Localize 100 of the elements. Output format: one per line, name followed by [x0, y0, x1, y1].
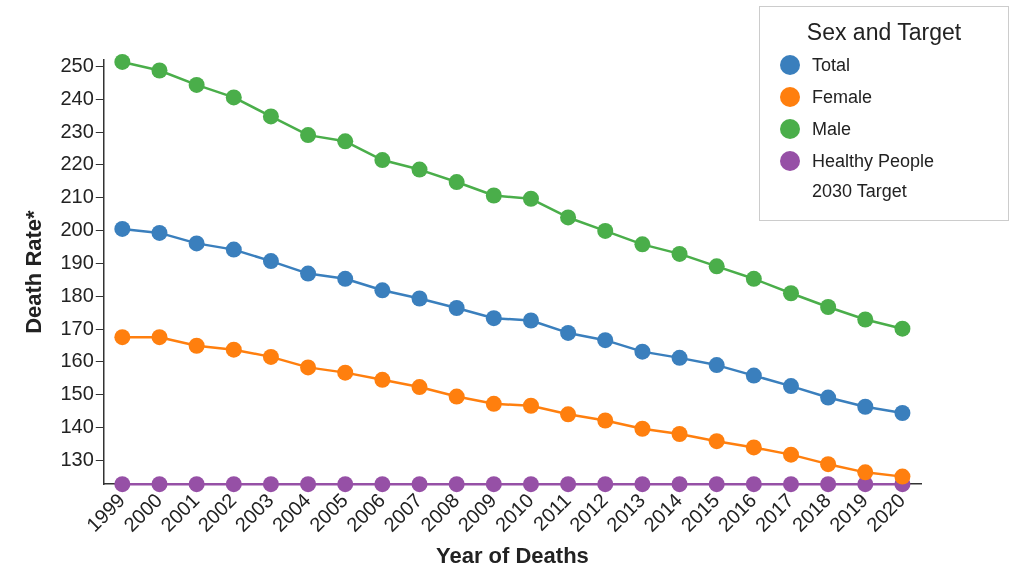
point [485, 476, 502, 493]
point [151, 224, 168, 241]
point [671, 476, 688, 493]
y-tick-label: 180 [60, 283, 94, 306]
point [597, 412, 614, 429]
point [894, 468, 911, 485]
point [708, 258, 725, 275]
y-tick-label: 200 [60, 218, 94, 241]
point [151, 62, 168, 79]
point [560, 324, 577, 341]
point [151, 476, 168, 493]
point [300, 359, 317, 376]
point [337, 364, 354, 381]
point [782, 476, 799, 493]
point [745, 367, 762, 384]
point [151, 329, 168, 346]
point [782, 285, 799, 302]
point [820, 456, 837, 473]
point [857, 398, 874, 415]
point [262, 348, 279, 365]
point [448, 174, 465, 191]
point [745, 476, 762, 493]
point [745, 439, 762, 456]
point [188, 235, 205, 252]
point [225, 241, 242, 258]
legend-title: Sex and Target [805, 19, 963, 46]
point [560, 406, 577, 423]
point [894, 320, 911, 337]
point [894, 404, 911, 421]
point [522, 476, 539, 493]
point [708, 476, 725, 493]
point [857, 311, 874, 328]
legend-label: Female [812, 86, 874, 109]
point [225, 341, 242, 358]
point [820, 476, 837, 493]
point [448, 476, 465, 493]
point [411, 290, 428, 307]
point [485, 395, 502, 412]
point [597, 476, 614, 493]
y-tick-label: 240 [60, 86, 94, 109]
y-axis-title: Death Rate* [21, 209, 47, 334]
point [597, 332, 614, 349]
point [634, 476, 651, 493]
legend-label: Total [812, 54, 852, 77]
y-tick-label: 190 [60, 250, 94, 273]
point [374, 152, 391, 169]
legend-label: Male [812, 118, 852, 141]
point [597, 222, 614, 239]
point [820, 299, 837, 316]
point [411, 476, 428, 493]
legend-label: Healthy People 2030 Target [812, 150, 936, 203]
y-tick-label: 160 [60, 349, 94, 372]
point [448, 300, 465, 317]
point [300, 265, 317, 282]
point [634, 420, 651, 437]
point [225, 476, 242, 493]
point [634, 343, 651, 360]
point [114, 476, 131, 493]
y-tick-label: 250 [60, 54, 94, 77]
point [114, 53, 131, 70]
y-tick-label: 150 [60, 382, 94, 405]
point [782, 446, 799, 463]
point [671, 349, 688, 366]
y-tick-label: 170 [60, 316, 94, 339]
y-tick-label: 140 [60, 414, 94, 437]
point [374, 476, 391, 493]
point [522, 312, 539, 329]
point [708, 433, 725, 450]
point [300, 127, 317, 144]
point [708, 357, 725, 374]
point [560, 476, 577, 493]
point [820, 389, 837, 406]
point [522, 397, 539, 414]
point [745, 270, 762, 287]
y-tick-label: 220 [60, 152, 94, 175]
point [522, 190, 539, 207]
point [857, 464, 874, 481]
point [671, 425, 688, 442]
point [560, 209, 577, 226]
point [782, 378, 799, 395]
point [114, 220, 131, 237]
point [374, 371, 391, 388]
point [411, 379, 428, 396]
point [300, 476, 317, 493]
point [485, 310, 502, 327]
y-tick-label: 230 [60, 119, 94, 142]
point [262, 476, 279, 493]
point [114, 329, 131, 346]
y-tick-label: 210 [60, 185, 94, 208]
point [374, 282, 391, 299]
point [411, 161, 428, 178]
x-axis-title: Year of Deaths [435, 542, 589, 568]
point [337, 133, 354, 150]
point [671, 245, 688, 262]
point [188, 476, 205, 493]
point [188, 337, 205, 354]
point [337, 476, 354, 493]
point [262, 108, 279, 125]
point [225, 89, 242, 106]
point [262, 253, 279, 270]
